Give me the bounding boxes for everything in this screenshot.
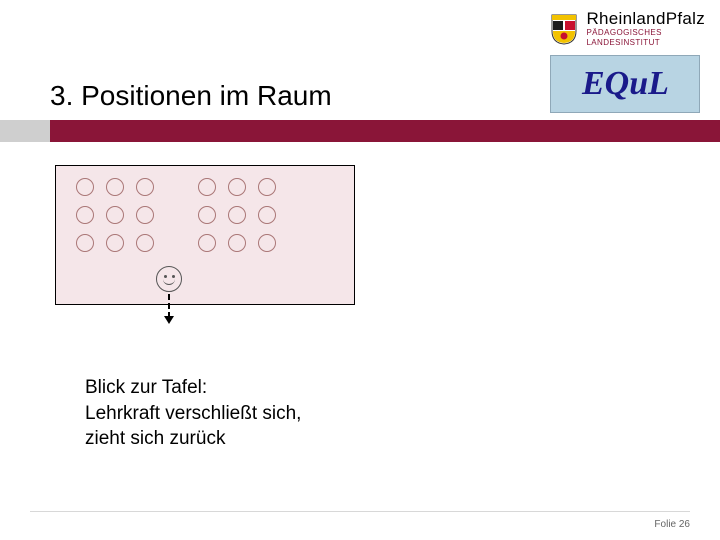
caption-text: Blick zur Tafel: Lehrkraft verschließt s… <box>85 375 301 452</box>
slide-title: 3. Positionen im Raum <box>50 80 332 112</box>
seat <box>228 234 246 252</box>
caption-line-1: Blick zur Tafel: <box>85 375 301 401</box>
brand-sub2: LANDESINSTITUT <box>586 39 705 47</box>
seat <box>106 206 124 224</box>
seat <box>198 206 216 224</box>
brand-sub1: PÄDAGOGISCHES <box>586 29 705 37</box>
seat <box>228 206 246 224</box>
seat <box>198 234 216 252</box>
accent-bar-grey <box>0 120 50 142</box>
seat <box>76 206 94 224</box>
caption-line-3: zieht sich zurück <box>85 426 301 452</box>
coat-of-arms-icon <box>550 13 578 45</box>
classroom-diagram <box>55 165 355 305</box>
seat <box>136 178 154 196</box>
brand-name: RheinlandPfalz <box>586 10 705 27</box>
header-logos: RheinlandPfalz PÄDAGOGISCHES LANDESINSTI… <box>550 10 705 113</box>
seat <box>106 178 124 196</box>
seat-block-right <box>198 178 280 256</box>
accent-bar <box>0 120 720 142</box>
seat <box>136 234 154 252</box>
program-logo-text: EQuL <box>582 65 669 103</box>
seat <box>76 234 94 252</box>
program-logo: EQuL <box>550 55 700 113</box>
brand-text: RheinlandPfalz PÄDAGOGISCHES LANDESINSTI… <box>586 10 705 47</box>
seat <box>258 206 276 224</box>
seat <box>258 234 276 252</box>
footer-divider <box>30 511 690 512</box>
brand-row: RheinlandPfalz PÄDAGOGISCHES LANDESINSTI… <box>550 10 705 47</box>
direction-arrow-icon <box>168 294 170 324</box>
caption-line-2: Lehrkraft verschließt sich, <box>85 401 301 427</box>
seat <box>198 178 216 196</box>
seat-grid <box>76 178 280 256</box>
seat <box>258 178 276 196</box>
seat-block-left <box>76 178 158 256</box>
seat <box>136 206 154 224</box>
seat <box>228 178 246 196</box>
slide-number: Folie 26 <box>654 519 690 530</box>
accent-bar-maroon <box>50 120 720 142</box>
teacher-icon <box>156 266 182 292</box>
seat <box>106 234 124 252</box>
seat <box>76 178 94 196</box>
